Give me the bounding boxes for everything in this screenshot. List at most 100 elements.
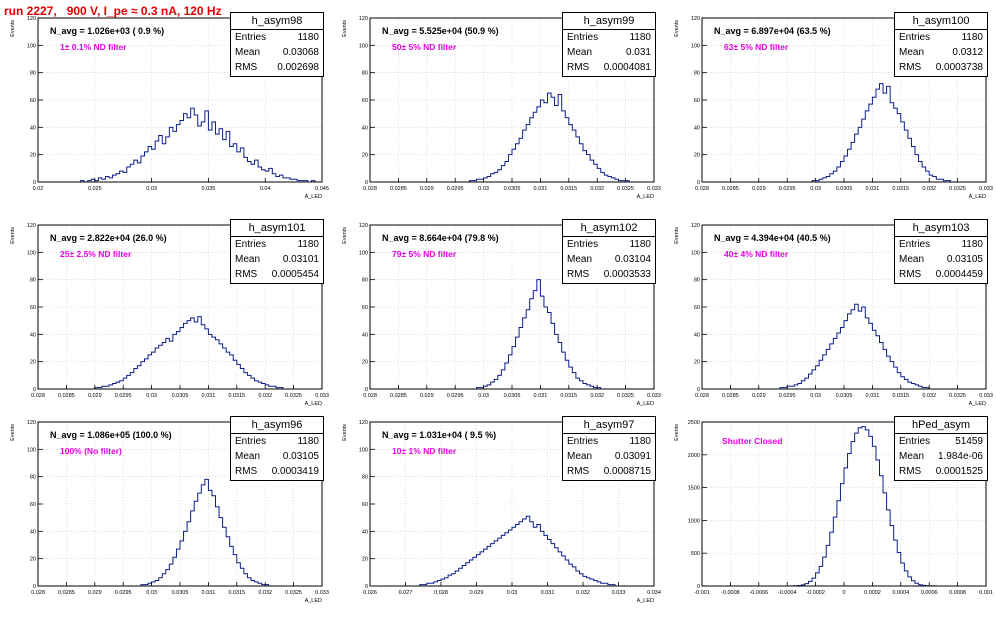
y-tick-label: 60 bbox=[30, 502, 36, 508]
x-tick-label: 0.0285 bbox=[722, 186, 739, 192]
filter-label: 63± 5% ND filter bbox=[724, 42, 789, 52]
stats-box: h_asym97 Entries 1180 Mean 0.03091 RMS 0.00… bbox=[562, 416, 656, 481]
x-axis-title: A_LED bbox=[305, 194, 322, 200]
entries-label: Entries bbox=[235, 436, 267, 447]
x-tick-label: 0.033 bbox=[612, 590, 626, 596]
y-tick-label: 60 bbox=[362, 502, 368, 508]
entries-value: 1180 bbox=[629, 32, 651, 43]
histogram-pad-h-asym100: 0.028 0.0285 0.029 0.0295 0.03 0.0305 0.031 0.0… bbox=[666, 12, 996, 217]
entries-label: Entries bbox=[899, 436, 931, 447]
rms-value: 0.0005454 bbox=[271, 269, 319, 280]
x-tick-label: 0.033 bbox=[315, 590, 329, 596]
x-tick-label: 0.02 bbox=[33, 186, 44, 192]
stats-box: h_asym100 Entries 1180 Mean 0.0312 RMS 0.00… bbox=[894, 12, 988, 77]
y-tick-label: 0 bbox=[33, 387, 36, 393]
y-tick-label: 20 bbox=[362, 557, 368, 563]
x-tick-label: 0.0008 bbox=[949, 590, 966, 596]
mean-value: 0.03091 bbox=[614, 451, 651, 462]
x-tick-label: 0.0295 bbox=[115, 590, 132, 596]
y-tick-label: 80 bbox=[30, 278, 36, 284]
y-tick-label: 40 bbox=[30, 332, 36, 338]
x-tick-label: 0.0305 bbox=[836, 186, 853, 192]
stats-box: hPed_asym Entries 51459 Mean 1.984e-06 RMS… bbox=[894, 416, 988, 481]
histogram-name: h_asym100 bbox=[895, 13, 987, 30]
x-tick-label: 0.032 bbox=[590, 393, 604, 399]
histogram-pad-h-asym101: 0.028 0.0285 0.029 0.0295 0.03 0.0305 0.031 0.0… bbox=[2, 219, 332, 424]
mean-label: Mean bbox=[899, 254, 925, 265]
rms-value: 0.0003533 bbox=[603, 269, 651, 280]
histogram-pad-h-asym102: 0.028 0.0285 0.029 0.0295 0.03 0.0305 0.031 0.0… bbox=[334, 219, 664, 424]
y-tick-label: 20 bbox=[362, 360, 368, 366]
x-tick-label: 0.029 bbox=[88, 393, 102, 399]
x-tick-label: 0.029 bbox=[470, 590, 484, 596]
y-tick-label: 500 bbox=[691, 551, 700, 557]
x-tick-label: 0.0285 bbox=[58, 590, 75, 596]
histogram-name: h_asym98 bbox=[231, 13, 323, 30]
x-tick-label: 0.029 bbox=[752, 393, 766, 399]
x-tick-label: 0.032 bbox=[590, 186, 604, 192]
y-tick-label: 0 bbox=[33, 180, 36, 186]
histogram-pad-h-asym97: 0.026 0.027 0.028 0.029 0.03 0.031 0.032 0.033 0… bbox=[334, 416, 664, 621]
y-tick-label: 40 bbox=[30, 125, 36, 131]
y-tick-label: 80 bbox=[362, 278, 368, 284]
rms-value: 0.0003738 bbox=[935, 62, 983, 73]
rms-label: RMS bbox=[567, 466, 590, 477]
mean-value: 0.03101 bbox=[282, 254, 319, 265]
stats-box: h_asym99 Entries 1180 Mean 0.031 RMS 0.0004… bbox=[562, 12, 656, 77]
y-tick-label: 20 bbox=[30, 360, 36, 366]
filter-label: 1± 0.1% ND filter bbox=[60, 42, 127, 52]
rms-value: 0.0004081 bbox=[603, 62, 651, 73]
x-tick-label: 0.0285 bbox=[58, 393, 75, 399]
entries-value: 1180 bbox=[961, 32, 983, 43]
x-tick-label: 0.0315 bbox=[560, 393, 577, 399]
x-tick-label: 0.0285 bbox=[390, 186, 407, 192]
x-tick-label: 0.0285 bbox=[390, 393, 407, 399]
x-tick-label: 0.0325 bbox=[285, 590, 302, 596]
x-tick-label: 0.0295 bbox=[779, 186, 796, 192]
navg-label: N_avg = 6.897e+04 (63.5 %) bbox=[714, 26, 831, 36]
y-tick-label: 60 bbox=[362, 305, 368, 311]
y-tick-label: 0 bbox=[365, 180, 368, 186]
x-tick-label: 0.045 bbox=[315, 186, 329, 192]
y-tick-label: 100 bbox=[359, 447, 368, 453]
histogram-name: h_asym101 bbox=[231, 220, 323, 237]
x-tick-label: 0.031 bbox=[202, 393, 216, 399]
x-tick-label: 0.0305 bbox=[172, 393, 189, 399]
x-tick-label: -0.001 bbox=[694, 590, 710, 596]
stats-box: h_asym96 Entries 1180 Mean 0.03105 RMS 0.00… bbox=[230, 416, 324, 481]
y-tick-label: 40 bbox=[362, 125, 368, 131]
mean-label: Mean bbox=[899, 47, 925, 58]
rms-label: RMS bbox=[567, 269, 590, 280]
histogram-name: h_asym96 bbox=[231, 417, 323, 434]
x-tick-label: 0.027 bbox=[399, 590, 413, 596]
y-tick-label: 100 bbox=[27, 447, 36, 453]
stats-box: h_asym102 Entries 1180 Mean 0.03104 RMS 0.0… bbox=[562, 219, 656, 284]
filter-label: 100% (No filter) bbox=[60, 446, 122, 456]
stats-box: h_asym98 Entries 1180 Mean 0.03068 RMS 0.00… bbox=[230, 12, 324, 77]
mean-value: 0.0312 bbox=[952, 47, 983, 58]
navg-label: N_avg = 2.822e+04 (26.0 %) bbox=[50, 233, 167, 243]
x-tick-label: 0.033 bbox=[647, 186, 661, 192]
y-tick-label: 100 bbox=[359, 250, 368, 256]
y-tick-label: 80 bbox=[30, 475, 36, 481]
mean-label: Mean bbox=[567, 451, 593, 462]
histogram-line bbox=[38, 107, 322, 183]
y-tick-label: 80 bbox=[30, 71, 36, 77]
y-tick-label: 100 bbox=[27, 250, 36, 256]
y-tick-label: 80 bbox=[694, 278, 700, 284]
x-tick-label: 0.03 bbox=[146, 393, 157, 399]
y-tick-label: 0 bbox=[697, 387, 700, 393]
x-tick-label: 0.03 bbox=[810, 186, 821, 192]
y-axis-title: Events bbox=[10, 424, 16, 441]
entries-value: 1180 bbox=[297, 239, 319, 250]
rms-value: 0.0003419 bbox=[271, 466, 319, 477]
x-tick-label: 0.028 bbox=[363, 393, 377, 399]
mean-value: 0.03105 bbox=[282, 451, 319, 462]
x-tick-label: 0.001 bbox=[979, 590, 993, 596]
histogram-line bbox=[38, 316, 322, 390]
histogram-line bbox=[38, 478, 322, 587]
mean-label: Mean bbox=[235, 451, 261, 462]
rms-label: RMS bbox=[235, 62, 258, 73]
x-tick-label: 0.028 bbox=[695, 393, 709, 399]
entries-label: Entries bbox=[899, 239, 931, 250]
